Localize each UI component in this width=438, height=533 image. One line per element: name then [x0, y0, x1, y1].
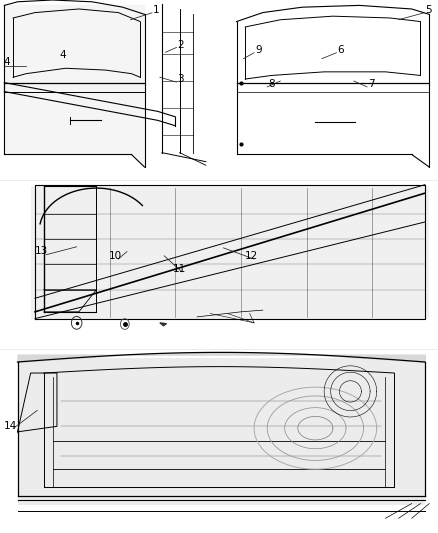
- Text: 5: 5: [425, 5, 431, 15]
- Text: 4: 4: [4, 56, 10, 67]
- Text: 10: 10: [109, 251, 122, 261]
- Text: 13: 13: [35, 246, 48, 256]
- Text: 8: 8: [268, 79, 275, 89]
- Text: 14: 14: [4, 421, 17, 431]
- Polygon shape: [4, 5, 145, 167]
- Text: 7: 7: [368, 79, 374, 89]
- Text: 12: 12: [245, 251, 258, 261]
- Bar: [18, 358, 425, 505]
- Text: 9: 9: [255, 45, 261, 55]
- Bar: [31, 187, 429, 319]
- Text: 6: 6: [337, 45, 344, 55]
- Text: 11: 11: [173, 264, 186, 274]
- Polygon shape: [160, 323, 166, 326]
- Text: 1: 1: [152, 5, 159, 15]
- Text: 2: 2: [177, 39, 184, 50]
- Text: 4: 4: [59, 50, 66, 60]
- Text: 3: 3: [177, 74, 184, 84]
